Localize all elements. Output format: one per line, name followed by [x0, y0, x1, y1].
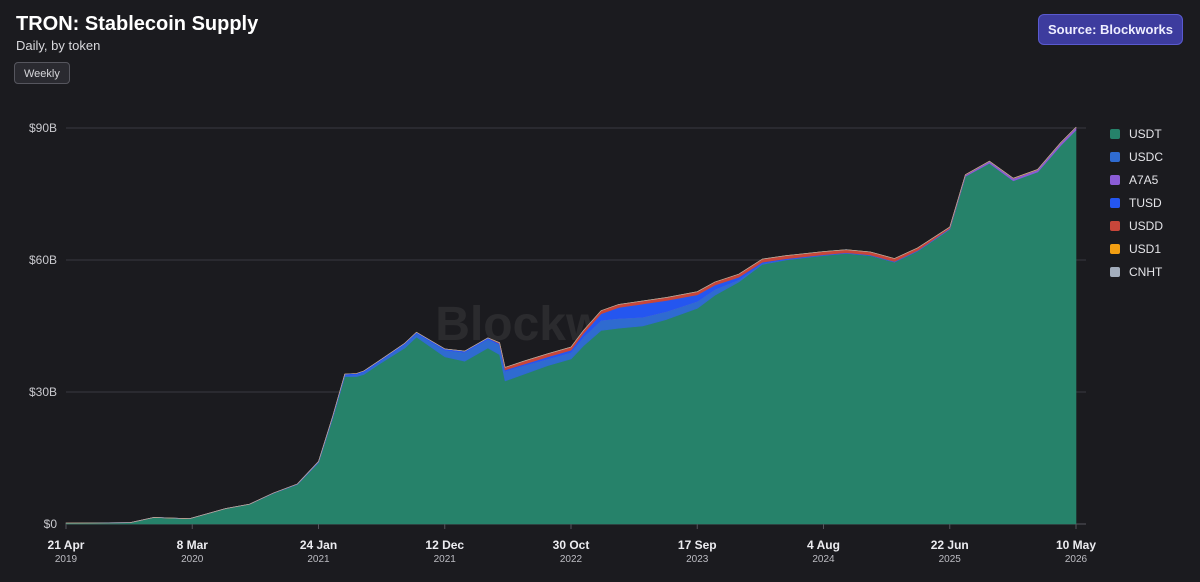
legend-label: USDD	[1129, 218, 1164, 233]
legend-item-usdc[interactable]: USDC	[1110, 145, 1163, 168]
y-tick-label: $60B	[29, 253, 57, 267]
x-tick-year: 2022	[560, 554, 583, 565]
legend-swatch	[1110, 197, 1120, 208]
legend-label: USDC	[1129, 149, 1164, 164]
x-tick-label: 8 Mar	[177, 538, 209, 552]
x-tick-label: 10 May	[1056, 538, 1096, 552]
legend-swatch	[1110, 266, 1120, 277]
axes: $0 $30B $60B $90B 21 Apr 2019 8 Mar 2020 24 Jan 2…	[29, 121, 1096, 565]
legend-item-usd1[interactable]: USD1	[1110, 237, 1163, 260]
y-tick-label: $90B	[29, 121, 57, 135]
legend-item-cnht[interactable]: CNHT	[1110, 260, 1163, 283]
legend-label: TUSD	[1129, 195, 1162, 210]
legend-item-usdt[interactable]: USDT	[1110, 122, 1163, 145]
x-tick-year: 2026	[1065, 554, 1088, 565]
source-button[interactable]: Source: Blockworks	[1038, 14, 1183, 45]
legend-label: A7A5	[1129, 172, 1159, 187]
legend-swatch	[1110, 151, 1120, 162]
chart-title: TRON: Stablecoin Supply	[16, 13, 259, 35]
chart-subtitle: Daily, by token	[16, 38, 101, 53]
x-tick-label: 21 Apr	[48, 538, 85, 552]
x-tick-label: 4 Aug	[807, 538, 840, 552]
legend-label: USDT	[1129, 126, 1162, 141]
x-tick-label: 22 Jun	[931, 538, 969, 552]
x-tick-year: 2021	[307, 554, 330, 565]
weekly-toggle-button[interactable]: Weekly	[14, 62, 70, 84]
y-tick-label: $0	[44, 517, 58, 531]
x-tick-year: 2023	[686, 554, 709, 565]
x-tick-year: 2024	[812, 554, 835, 565]
legend-swatch	[1110, 220, 1120, 231]
legend-label: USD1	[1129, 241, 1162, 256]
y-tick-label: $30B	[29, 385, 57, 399]
legend-item-a7a5[interactable]: A7A5	[1110, 168, 1163, 191]
legend-swatch	[1110, 128, 1120, 139]
x-tick-year: 2020	[181, 554, 204, 565]
legend-item-usdd[interactable]: USDD	[1110, 214, 1163, 237]
x-tick-year: 2025	[939, 554, 962, 565]
legend-item-tusd[interactable]: TUSD	[1110, 191, 1163, 214]
x-tick-label: 12 Dec	[425, 538, 464, 552]
x-tick-year: 2019	[55, 554, 78, 565]
legend-label: CNHT	[1129, 264, 1163, 279]
legend-swatch	[1110, 243, 1120, 254]
chart-legend: USDT USDC A7A5 TUSD USDD USD1 CNHT	[1110, 122, 1163, 283]
x-tick-label: 30 Oct	[553, 538, 590, 552]
legend-swatch	[1110, 174, 1120, 185]
x-tick-label: 24 Jan	[300, 538, 337, 552]
x-tick-label: 17 Sep	[678, 538, 717, 552]
x-tick-year: 2021	[434, 554, 457, 565]
area-cnht	[65, 126, 1077, 524]
